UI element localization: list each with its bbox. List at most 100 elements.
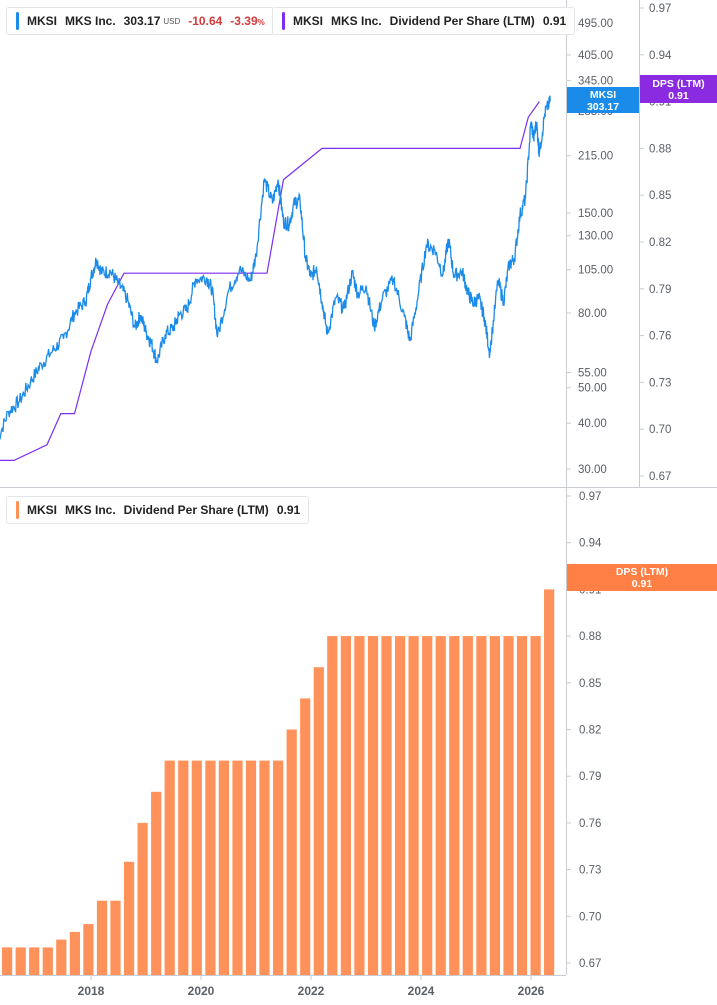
- svg-text:DPS (LTM): DPS (LTM): [616, 566, 668, 578]
- dps-tag-top: DPS (LTM) 0.91: [640, 75, 717, 103]
- svg-text:303.17: 303.17: [587, 101, 619, 113]
- bar-tick-label: 0.79: [579, 771, 601, 783]
- dps-bar: [273, 760, 284, 975]
- price-tick-label: 150.00: [578, 208, 613, 220]
- time-tick-label: 2022: [298, 984, 325, 998]
- price-tick-label: 50.00: [578, 383, 607, 395]
- dps-legend-bottom[interactable]: MKSI MKS Inc. Dividend Per Share (LTM) 0…: [6, 496, 310, 524]
- svg-text:DPS (LTM): DPS (LTM): [652, 78, 704, 90]
- legend-ticker: MKSI: [27, 14, 57, 28]
- dps-legend-top[interactable]: MKSI MKS Inc. Dividend Per Share (LTM) 0…: [272, 7, 576, 35]
- dps-bar: [232, 760, 243, 975]
- bar-tick-label: 0.82: [579, 725, 601, 737]
- dps-bar: [462, 636, 473, 975]
- dps-line: [0, 101, 540, 461]
- dps-line-swatch: [282, 12, 285, 30]
- price-tick-label: 105.00: [578, 265, 613, 277]
- price-tick-label: 55.00: [578, 368, 607, 380]
- price-tick-label: 40.00: [578, 418, 607, 430]
- legend-ticker: MKSI: [293, 14, 323, 28]
- bar-tick-label: 0.73: [579, 865, 601, 877]
- legend-metric: Dividend Per Share (LTM): [389, 14, 535, 28]
- price-tick-label: 215.00: [578, 151, 613, 163]
- dps-tick-label: 0.70: [649, 424, 671, 436]
- dps-bar: [530, 636, 541, 975]
- svg-text:MKSI: MKSI: [590, 89, 616, 101]
- dps-bar: [83, 924, 94, 975]
- legend-value: 0.91: [542, 14, 567, 28]
- dps-bar: [191, 760, 202, 975]
- legend-change: -10.64: [188, 14, 223, 28]
- dps-bar: [205, 760, 216, 975]
- dps-bar: [42, 947, 53, 975]
- dps-bar: [124, 861, 135, 975]
- dps-tick-label: 0.76: [649, 331, 671, 343]
- legend-change-pct: -3.39%: [230, 14, 265, 28]
- dps-bar: [151, 791, 162, 975]
- time-tick-label: 2024: [408, 984, 435, 998]
- price-tick-label: 130.00: [578, 231, 613, 243]
- price-line: [0, 95, 551, 440]
- dps-tick-label: 0.97: [649, 3, 671, 15]
- dps-bar: [367, 636, 379, 975]
- dps-bar: [69, 931, 80, 975]
- legend-metric: Dividend Per Share (LTM): [123, 503, 269, 517]
- legend-company: MKS Inc.: [331, 14, 382, 28]
- price-tick-label: 495.00: [578, 18, 613, 30]
- dps-tick-label: 0.94: [649, 50, 672, 62]
- dps-tag-bottom: DPS (LTM) 0.91: [567, 564, 717, 591]
- dps-bar: [340, 636, 351, 975]
- legend-price: 303.17: [123, 14, 161, 28]
- bar-tick-label: 0.94: [579, 538, 602, 550]
- dps-bar: [354, 636, 365, 975]
- dps-bar: [164, 760, 175, 975]
- dps-bar: [96, 900, 108, 975]
- dps-bar: [2, 947, 13, 975]
- price-swatch: [16, 12, 19, 30]
- dps-bars: [2, 589, 555, 975]
- dps-bar: [29, 947, 40, 975]
- time-tick-label: 2018: [78, 984, 105, 998]
- dps-bar: [395, 636, 406, 975]
- dps-bar: [178, 760, 189, 975]
- dps-tick-label: 0.82: [649, 237, 671, 249]
- time-axis-ticks: 2018 2020 2022 2024 2026: [78, 975, 545, 998]
- dps-bar: [516, 636, 528, 975]
- dps-bar: [218, 760, 229, 975]
- legend-company: MKS Inc.: [65, 503, 116, 517]
- svg-text:0.91: 0.91: [668, 90, 689, 102]
- dps-bar-swatch: [16, 501, 19, 519]
- dps-bar: [286, 729, 297, 975]
- bar-axis-ticks: 0.970.940.910.880.850.820.790.760.730.70…: [566, 491, 602, 970]
- dps-bar: [15, 947, 26, 975]
- dps-bar: [313, 667, 324, 975]
- dps-bar: [56, 939, 67, 975]
- price-tick-label: 405.00: [578, 50, 613, 62]
- dps-bar: [435, 636, 446, 975]
- dps-bar: [476, 636, 487, 975]
- time-tick-label: 2026: [518, 984, 545, 998]
- dps-bar: [259, 760, 270, 975]
- dps-bar: [381, 636, 392, 975]
- dps-bar: [449, 636, 460, 975]
- bar-tick-label: 0.85: [579, 678, 601, 690]
- bar-tick-label: 0.70: [579, 911, 601, 923]
- legend-ticker: MKSI: [27, 503, 57, 517]
- dps-bar: [544, 589, 555, 975]
- dps-bar: [110, 900, 121, 975]
- price-tick-label: 30.00: [578, 464, 607, 476]
- price-tag: MKSI 303.17: [567, 87, 639, 113]
- dps-tick-label: 0.88: [649, 143, 671, 155]
- dps-bar: [503, 636, 514, 975]
- dps-tick-label: 0.73: [649, 377, 671, 389]
- time-tick-label: 2020: [188, 984, 215, 998]
- dps-tick-label: 0.79: [649, 284, 671, 296]
- bar-tick-label: 0.76: [579, 818, 601, 830]
- dps-bar: [245, 760, 257, 975]
- dps-bar: [422, 636, 433, 975]
- legend-company: MKS Inc.: [65, 14, 116, 28]
- dps-bar: [300, 698, 311, 975]
- legend-currency: USD: [163, 16, 181, 26]
- price-legend[interactable]: MKSI MKS Inc. 303.17 USD -10.64 -3.39%: [6, 7, 274, 35]
